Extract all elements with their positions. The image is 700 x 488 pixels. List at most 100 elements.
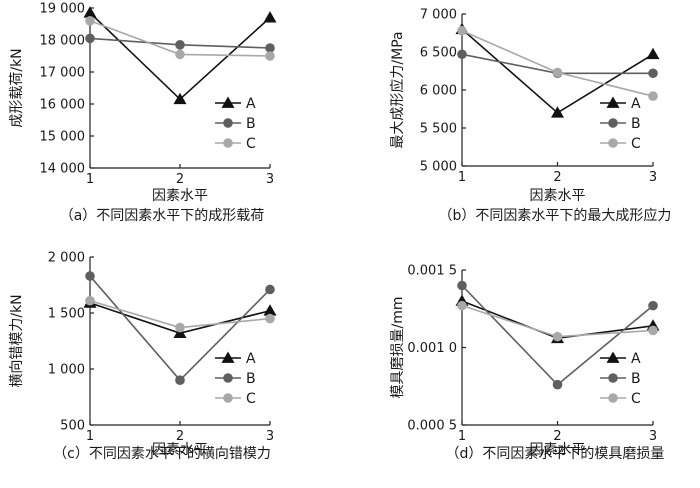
x-axis-label: 因素水平 [152, 188, 208, 204]
x-tick-label: 3 [266, 429, 274, 444]
y-axis-label: 成形载荷/kN [9, 48, 25, 127]
series-line-C [461, 29, 654, 97]
legend-marker-A [221, 96, 235, 108]
data-point-A [551, 106, 564, 118]
legend-label-B: B [246, 371, 256, 387]
data-point-B [85, 33, 95, 44]
legend-marker-A [606, 351, 620, 363]
series-C [457, 300, 658, 342]
chart-panel-4: 0.000 5 0.001 0 0.001 5 1 2 3 因素水平 模具磨损量/mm （d）不… [390, 264, 664, 463]
series-B [85, 271, 275, 386]
legend-label-A: A [631, 96, 641, 112]
data-point-C [648, 91, 658, 101]
x-tick-label: 3 [266, 172, 274, 187]
legend-marker-B [608, 118, 618, 128]
legend: ABC [600, 351, 641, 407]
y-tick-label: 5 500 [420, 122, 457, 137]
x-tick-label: 1 [458, 429, 466, 444]
legend-marker-A [606, 96, 620, 108]
x-tick-label: 1 [86, 429, 94, 444]
legend-label-B: B [631, 371, 641, 387]
legend-label-B: B [631, 116, 641, 132]
chart-caption: （d）不同因素水平下的模具磨损量 [446, 446, 665, 462]
legend-label-B: B [246, 116, 256, 132]
y-tick-label: 18 000 [40, 34, 86, 49]
y-tick-label: 0.001 0 [407, 341, 457, 356]
data-point-B [648, 300, 658, 311]
y-axis-label: 最大成形应力/MPa [389, 31, 406, 148]
x-axis-label: 因素水平 [530, 188, 586, 204]
chart-caption: （a）不同因素水平下的成形载荷 [60, 208, 265, 224]
legend-marker-C [608, 393, 618, 403]
legend-marker-C [223, 138, 233, 148]
series-C [457, 25, 658, 101]
data-point-A [263, 11, 277, 23]
y-tick-label: 0.001 5 [407, 264, 457, 279]
legend-label-C: C [631, 136, 641, 152]
y-tick-label: 6 000 [420, 84, 457, 99]
x-tick-label: 3 [649, 429, 657, 444]
y-axis-label: 横向错模力/kN [9, 294, 25, 387]
x-tick-label: 2 [176, 429, 184, 444]
data-point-B [85, 271, 95, 281]
legend-marker-C [608, 138, 618, 148]
y-tick-label: 14 000 [40, 162, 86, 177]
chart-panel-3: 500 1 000 1 500 2 000 1 2 3 因素水平 横向错模力/kN （c）不同因素… [9, 251, 277, 462]
legend-marker-B [608, 373, 618, 383]
y-tick-label: 6 500 [420, 46, 457, 61]
y-axis-label: 模具磨损量/mm [390, 297, 406, 399]
y-tick-label: 1 000 [48, 363, 85, 378]
data-point-B [175, 375, 185, 386]
x-tick-label: 1 [458, 170, 466, 185]
x-axis-label: 因素水平 [530, 442, 586, 458]
data-point-C [175, 322, 185, 333]
y-tick-label: 5 000 [420, 160, 457, 175]
data-point-C [175, 49, 185, 60]
y-tick-label: 2 000 [48, 251, 85, 266]
y-tick-label: 16 000 [40, 98, 86, 113]
data-point-B [457, 280, 467, 291]
legend-label-A: A [631, 351, 641, 367]
data-point-B [648, 68, 658, 79]
x-tick-label: 2 [176, 172, 184, 187]
y-tick-label: 19 000 [40, 2, 86, 17]
legend-marker-B [223, 373, 233, 383]
data-point-C [457, 25, 467, 36]
series-C [85, 295, 275, 333]
y-tick-label: 1 500 [48, 307, 85, 322]
legend-label-A: A [246, 351, 256, 367]
legend-marker-B [223, 118, 233, 128]
data-point-B [265, 43, 275, 53]
y-tick-label: 17 000 [40, 66, 86, 81]
x-tick-label: 3 [649, 170, 657, 185]
data-point-B [552, 379, 563, 390]
x-tick-label: 1 [86, 172, 94, 187]
series-A [83, 6, 277, 105]
data-point-C [85, 295, 95, 306]
data-point-A [263, 304, 277, 316]
legend: ABC [215, 351, 256, 407]
data-point-C [265, 313, 275, 324]
data-point-C [552, 331, 563, 342]
chart-caption: （c）不同因素水平下的横向错模力 [53, 446, 271, 462]
x-axis-label: 因素水平 [152, 442, 208, 458]
series-B [85, 33, 275, 53]
series-C [85, 15, 275, 61]
y-tick-label: 7 000 [420, 8, 457, 23]
data-point-B [175, 40, 185, 50]
data-point-C [265, 51, 275, 61]
legend-label-C: C [631, 391, 641, 407]
legend-label-A: A [246, 96, 256, 112]
data-point-C [552, 67, 563, 78]
data-point-A [646, 47, 660, 60]
legend-label-C: C [246, 136, 256, 152]
x-tick-label: 2 [553, 170, 561, 185]
data-point-A [173, 92, 187, 105]
data-point-B [457, 49, 467, 60]
data-point-A [83, 6, 97, 18]
chart-panel-2: 5 000 5 500 6 000 6 500 7 000 1 2 3 因素水平 最大成形应力/M… [389, 8, 671, 225]
chart-caption: （b）不同因素水平下的最大成形应力 [439, 207, 672, 224]
legend-marker-C [223, 393, 233, 403]
